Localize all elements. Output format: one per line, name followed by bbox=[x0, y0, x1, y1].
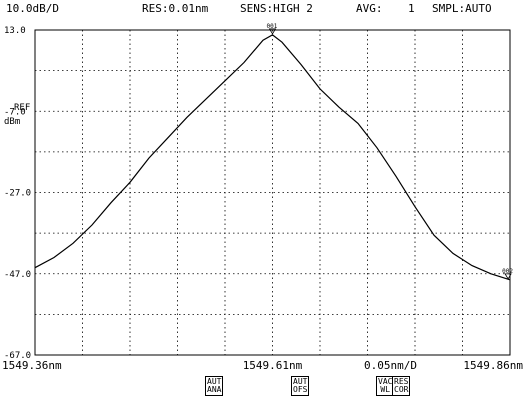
marker-label: 002 bbox=[502, 268, 513, 275]
marker-triangle-icon bbox=[268, 28, 277, 35]
auto-offset-line1: AUT bbox=[293, 377, 308, 386]
header-bar: 10.0dB/D RES:0.01nm SENS:HIGH 2 AVG: 1 S… bbox=[6, 2, 492, 15]
auto-offset-line2: OFS bbox=[293, 385, 308, 394]
marker-label: 001 bbox=[267, 23, 278, 30]
vacuum-wavelength-line1: VAC bbox=[378, 377, 393, 386]
x-tick-labels: 1549.36nm 1549.61nm 1549.86nm bbox=[2, 359, 523, 372]
resolution-correction-line1: RES bbox=[394, 377, 409, 386]
sensitivity-readout: SENS:HIGH 2 bbox=[240, 2, 313, 15]
resolution-correction-button[interactable]: RES COR bbox=[392, 376, 411, 396]
markers: 001 002 bbox=[267, 23, 513, 280]
marker-002: 002 bbox=[502, 268, 513, 280]
sampling-readout: SMPL:AUTO bbox=[432, 2, 492, 15]
scale-readout: 10.0dB/D bbox=[6, 2, 59, 15]
y-tick-label: -67.0 bbox=[4, 351, 31, 361]
plot-frame bbox=[34, 29, 511, 356]
auto-analysis-line1: AUT bbox=[207, 377, 222, 386]
vacuum-wavelength-button[interactable]: VAC WL bbox=[376, 376, 395, 396]
y-unit-label: dBm bbox=[4, 117, 20, 127]
vacuum-wavelength-line2: WL bbox=[380, 385, 391, 394]
resolution-readout: RES:0.01nm bbox=[142, 2, 209, 15]
resolution-correction-line2: COR bbox=[394, 385, 409, 394]
y-tick-label: -47.0 bbox=[4, 270, 31, 280]
y-tick-label: -27.0 bbox=[4, 189, 31, 199]
marker-triangle-icon bbox=[504, 273, 512, 280]
y-tick-label: -7.0 bbox=[4, 107, 26, 117]
x-tick-label: 1549.36nm bbox=[2, 359, 62, 372]
span-per-division: 0.05nm/D bbox=[364, 359, 417, 372]
x-tick-label: 1549.86nm bbox=[463, 359, 523, 372]
x-tick-label: 1549.61nm bbox=[243, 359, 303, 372]
average-value: 1 bbox=[408, 2, 415, 15]
marker-001: 001 bbox=[267, 23, 278, 35]
auto-analysis-button[interactable]: AUT ANA bbox=[205, 376, 224, 396]
spectrum-plot: 13.0 -7.0 -27.0 -47.0 -67.0 1549.36nm 1549.61… bbox=[2, 23, 523, 372]
average-label: AVG: bbox=[356, 2, 383, 15]
auto-offset-button[interactable]: AUT OFS bbox=[291, 376, 310, 396]
y-tick-label: 13.0 bbox=[4, 26, 26, 36]
spectrum-trace bbox=[34, 34, 511, 281]
auto-analysis-line2: ANA bbox=[207, 385, 222, 394]
ref-label: REF bbox=[14, 103, 30, 113]
grid bbox=[35, 30, 510, 355]
y-tick-labels: 13.0 -7.0 -27.0 -47.0 -67.0 bbox=[4, 26, 31, 361]
